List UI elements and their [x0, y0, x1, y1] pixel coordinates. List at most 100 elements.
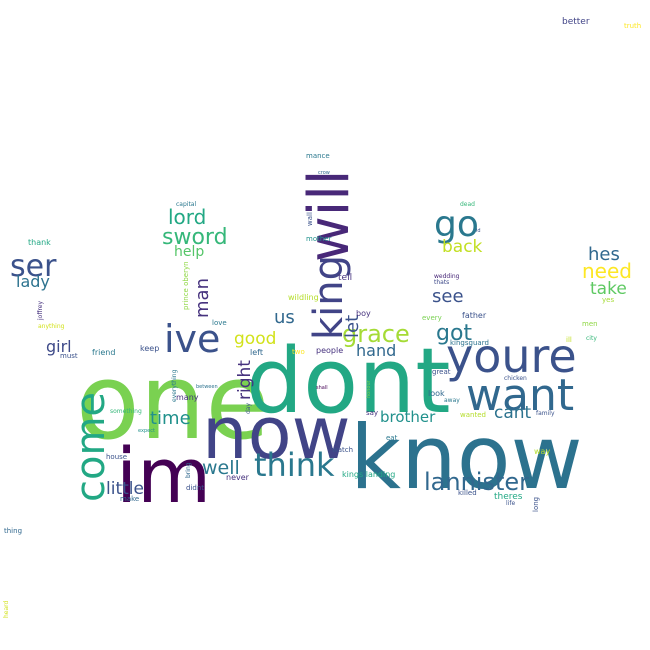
word-good: good [234, 329, 276, 349]
word-killed: killed [458, 489, 477, 497]
word-away: away [444, 397, 460, 404]
word-eat: eat [386, 434, 398, 442]
word-anything: anything [38, 323, 65, 330]
word-kingsguard: kingsguard [450, 339, 489, 347]
word-look: look [428, 389, 445, 398]
word-friend: friend [92, 348, 115, 357]
word-way: way [534, 447, 550, 456]
word-go: go [434, 204, 479, 245]
word-thing: thing [4, 527, 22, 535]
word-thank: thank [28, 238, 51, 247]
word-im: im [116, 431, 211, 520]
word-bring: bring [185, 462, 192, 478]
word-let: let [342, 315, 363, 338]
word-lannister: lannister [424, 468, 529, 496]
word-kings-landing: kings landing [342, 470, 395, 479]
word-men: men [582, 320, 598, 328]
word-back: back [442, 237, 483, 257]
word-youre: youre [446, 329, 577, 383]
word-chicken: chicken [504, 375, 527, 382]
word-day: day [245, 403, 252, 414]
word-boy: boy [356, 309, 371, 318]
word-prince-oberyn: prince oberyn [182, 261, 190, 310]
word-heard: heard [3, 600, 10, 618]
word-wedding: wedding [434, 273, 460, 280]
word-time: time [150, 408, 191, 429]
word-well: well [202, 457, 240, 479]
word-great: great [432, 368, 451, 376]
word-think: think [254, 446, 335, 484]
word-father: father [462, 311, 487, 320]
word-mance: mance [306, 152, 330, 160]
word-wildling: wildling [288, 293, 319, 302]
word-come: come [68, 392, 114, 502]
word-hes: hes [588, 244, 620, 265]
word-lady: lady [16, 272, 50, 291]
word-dead: dead [460, 201, 475, 208]
word-brother: brother [380, 408, 436, 426]
word-everything: everything [171, 369, 178, 402]
word-ill: ill [566, 336, 572, 344]
word-sword: sword [162, 225, 228, 250]
word-many: many [176, 393, 199, 402]
word-expect: expect [138, 428, 155, 434]
word-want: want [466, 370, 574, 421]
word-man: man [192, 278, 213, 318]
word-something: something [110, 408, 142, 415]
word-better: better [562, 17, 590, 27]
word-capital: capital [176, 201, 196, 208]
word-us: us [274, 307, 295, 328]
word-keep: keep [140, 344, 159, 353]
word-house: house [106, 453, 127, 461]
word-never: never [226, 473, 250, 482]
word-will: will [297, 170, 362, 262]
word-see: see [432, 286, 464, 307]
word-didnt: didnt [186, 484, 204, 492]
word-theres: theres [494, 492, 523, 502]
word-girl: girl [46, 337, 72, 356]
word-every: every [422, 314, 442, 322]
word-dont: dont [246, 329, 451, 434]
word-thats: thats [434, 279, 449, 286]
word-people: people [316, 346, 343, 355]
word-cant: cant [494, 403, 532, 423]
word-got: got [436, 321, 472, 346]
word-ive: ive [164, 317, 220, 361]
word-two: two [292, 348, 305, 356]
word-joffrey: joffrey [37, 301, 44, 321]
word-long: long [532, 497, 540, 512]
word-life: life [506, 500, 515, 507]
word-lord: lord [168, 205, 206, 229]
word-between: between [196, 384, 218, 390]
word-make: make [120, 495, 139, 503]
word-yes: yes [602, 296, 614, 304]
word-watch: watch [332, 446, 353, 454]
word-one: one [76, 341, 270, 463]
word-now: now [202, 391, 351, 475]
word-wanted: wanted [460, 411, 486, 419]
word-say: say [366, 409, 378, 417]
word-need: need [582, 259, 632, 283]
word-hand: hand [356, 341, 396, 360]
word-id: id [476, 228, 481, 234]
word-ser: ser [10, 249, 57, 284]
word-truth: truth [624, 22, 641, 30]
word-know: know [350, 406, 583, 509]
word-help: help [174, 244, 204, 260]
word-crow: crow [318, 170, 330, 176]
word-mother: mother [306, 235, 332, 243]
word-love: love [212, 319, 227, 327]
word-take: take [590, 279, 627, 299]
word-must: must [60, 352, 78, 360]
word-grace: grace [342, 320, 410, 348]
word-wall: wall [306, 212, 314, 226]
word-family: family [536, 410, 555, 417]
word-honour: honour [366, 379, 372, 398]
word-tell: tell [338, 273, 352, 283]
word-shall: shall [316, 385, 328, 391]
word-right: right [235, 360, 255, 400]
word-city: city [586, 335, 597, 342]
word-king: king [306, 255, 352, 340]
word-little: little [106, 479, 144, 499]
